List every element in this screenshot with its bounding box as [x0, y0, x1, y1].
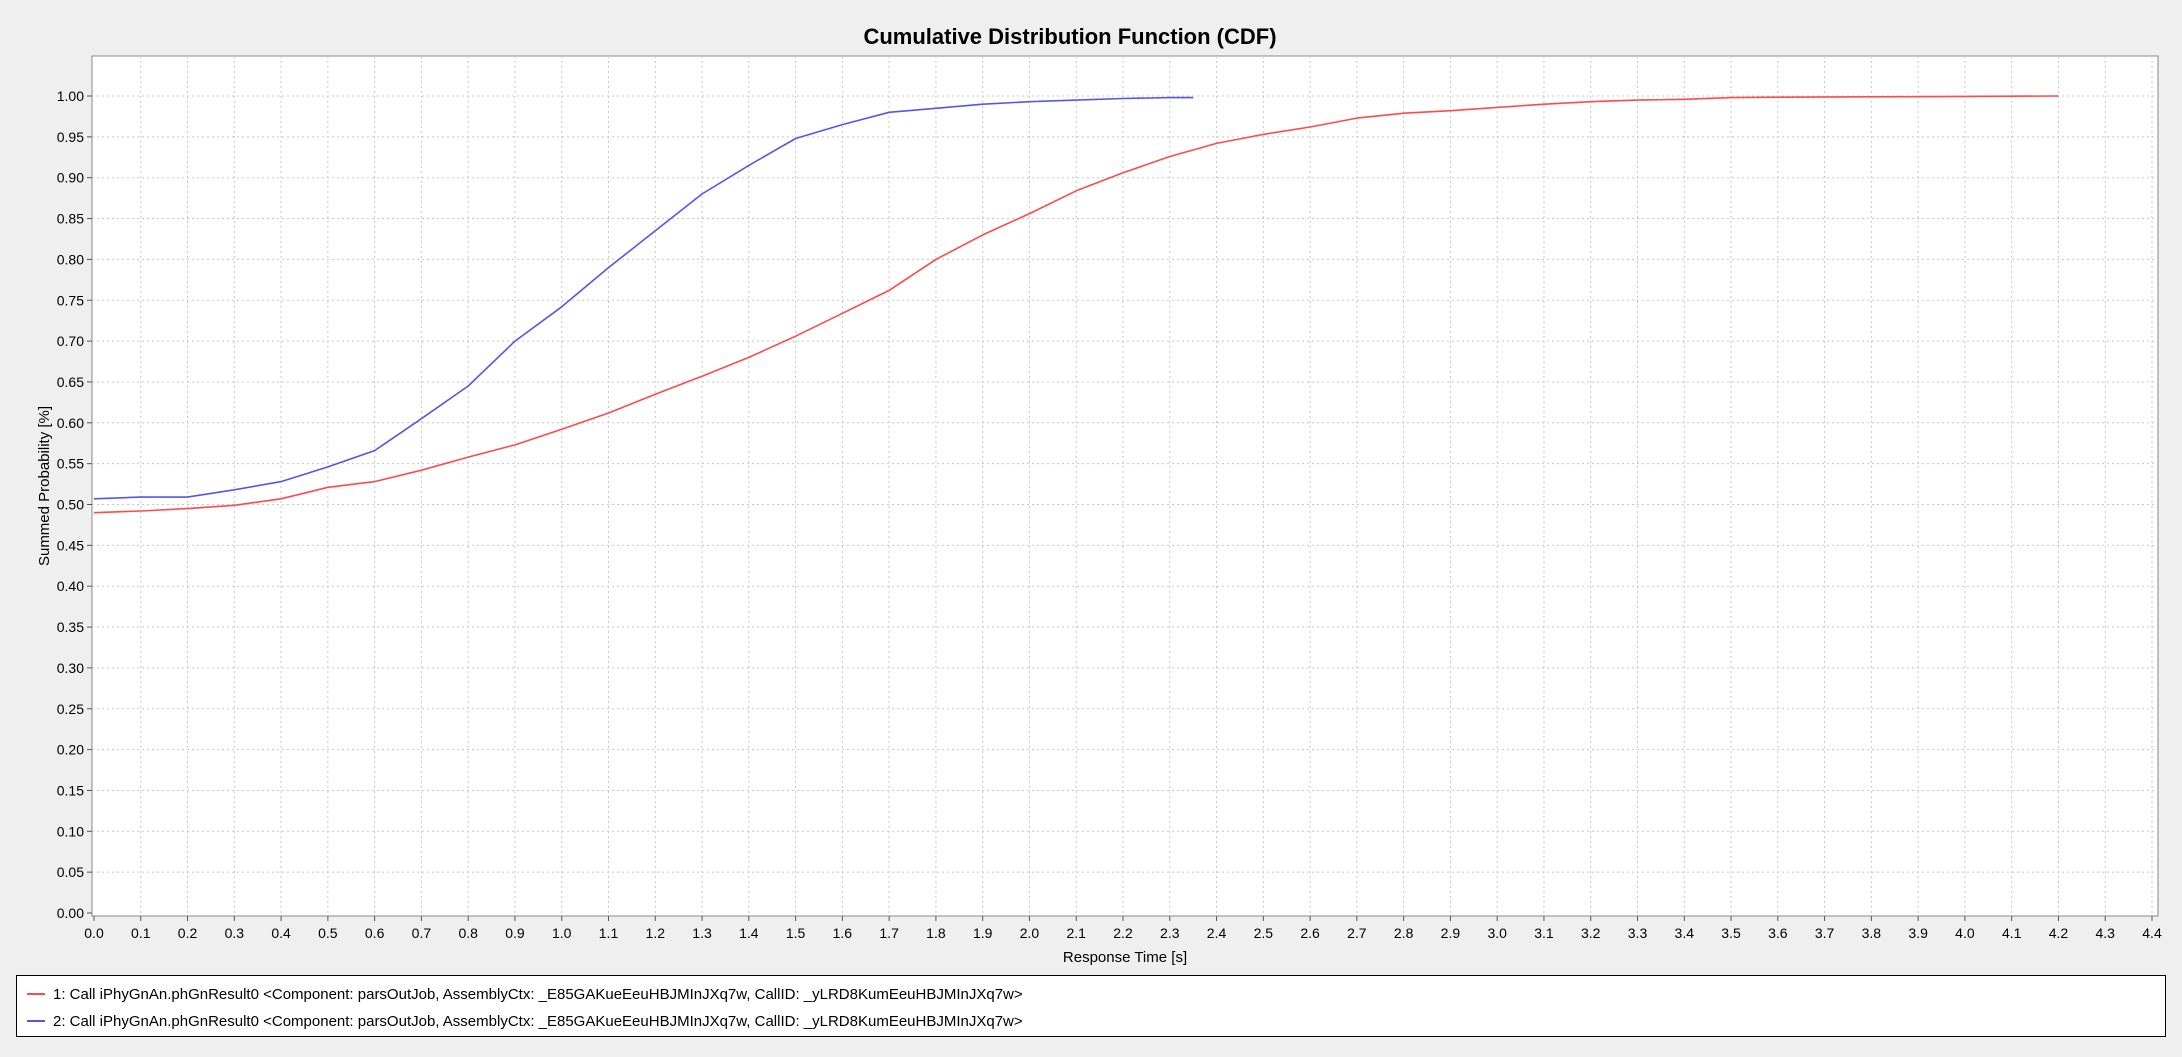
x-tick-label: 2.4 [1207, 925, 1227, 941]
x-tick-label: 0.3 [225, 925, 245, 941]
x-tick-label: 1.8 [926, 925, 946, 941]
x-tick-label: 3.3 [1628, 925, 1648, 941]
x-tick-label: 0.0 [84, 925, 104, 941]
legend-swatch-series-2 [27, 1020, 45, 1022]
y-tick-label: 0.65 [57, 374, 84, 390]
x-tick-label: 1.1 [599, 925, 619, 941]
legend-item-series-2: 2: Call iPhyGnAn.phGnResult0 <Component:… [27, 1010, 1023, 1032]
legend-label-series-1: 1: Call iPhyGnAn.phGnResult0 <Component:… [53, 985, 1023, 1003]
x-tick-label: 1.3 [692, 925, 712, 941]
series-line-2 [93, 96, 1194, 500]
legend-label-series-2: 2: Call iPhyGnAn.phGnResult0 <Component:… [53, 1012, 1023, 1030]
x-tick-label: 4.2 [2049, 925, 2069, 941]
y-tick-label: 0.25 [57, 701, 84, 717]
x-tick-label: 3.9 [1908, 925, 1928, 941]
x-tick-label: 1.0 [552, 925, 572, 941]
x-tick-labels: 0.0 0.1 0.2 0.3 0.4 0.5 0.6 0.7 0.8 0.9 1.0 1.1 1.2 1… [84, 925, 2162, 941]
x-tick-label: 0.7 [412, 925, 432, 941]
y-tick-label: 0.20 [57, 742, 84, 758]
y-tick-label: 0.05 [57, 864, 84, 880]
y-tick-label: 0.15 [57, 782, 84, 798]
x-tick-label: 3.7 [1815, 925, 1835, 941]
y-tick-label: 0.40 [57, 578, 84, 594]
legend-item-series-1: 1: Call iPhyGnAn.phGnResult0 <Component:… [27, 983, 1023, 1005]
legend: 1: Call iPhyGnAn.phGnResult0 <Component:… [16, 975, 2166, 1037]
y-tick-label: 0.60 [57, 415, 84, 431]
y-tick-label: 0.75 [57, 292, 84, 308]
x-tick-label: 2.0 [1020, 925, 1040, 941]
y-tick-labels: 0.00 0.05 0.10 0.15 0.20 0.25 0.30 0.35 0.40 0.45… [57, 88, 84, 921]
x-tick-label: 1.7 [879, 925, 899, 941]
x-tick-label: 0.9 [505, 925, 525, 941]
x-tick-label: 2.5 [1254, 925, 1274, 941]
y-tick-label: 0.30 [57, 660, 84, 676]
x-tick-label: 3.5 [1721, 925, 1741, 941]
x-tick-label: 1.4 [739, 925, 759, 941]
x-tick-label: 2.3 [1160, 925, 1180, 941]
y-tick-label: 0.45 [57, 537, 84, 553]
y-tick-label: 0.70 [57, 333, 84, 349]
x-tick-label: 2.8 [1394, 925, 1414, 941]
x-tick-label: 3.4 [1675, 925, 1695, 941]
x-tick-label: 0.6 [365, 925, 385, 941]
x-tick-label: 0.8 [458, 925, 478, 941]
x-tick-label: 3.1 [1534, 925, 1554, 941]
y-tick-label: 0.80 [57, 251, 84, 267]
x-tick-label: 4.3 [2095, 925, 2115, 941]
y-tick-label: 0.10 [57, 823, 84, 839]
x-tick-label: 0.2 [178, 925, 198, 941]
y-axis-label: Summed Probability [%] [36, 406, 53, 566]
axes [87, 95, 2153, 921]
x-tick-label: 2.9 [1441, 925, 1461, 941]
y-tick-label: 0.95 [57, 129, 84, 145]
x-axis-label: Response Time [s] [1063, 949, 1187, 966]
x-tick-label: 0.4 [271, 925, 291, 941]
x-tick-label: 0.5 [318, 925, 338, 941]
series-line-1 [93, 95, 2059, 514]
series-lines [93, 95, 2059, 514]
x-tick-label: 2.6 [1300, 925, 1320, 941]
x-tick-label: 2.1 [1066, 925, 1086, 941]
x-tick-label: 1.6 [833, 925, 853, 941]
x-tick-label: 1.2 [646, 925, 666, 941]
chart-title: Cumulative Distribution Function (CDF) [863, 24, 1276, 49]
x-tick-label: 3.2 [1581, 925, 1601, 941]
x-tick-label: 1.9 [973, 925, 993, 941]
y-tick-label: 0.35 [57, 619, 84, 635]
grid-lines [92, 56, 2158, 916]
x-tick-label: 2.2 [1113, 925, 1133, 941]
x-tick-label: 4.0 [1955, 925, 1975, 941]
x-tick-label: 3.0 [1487, 925, 1507, 941]
x-tick-label: 4.4 [2142, 925, 2162, 941]
y-tick-label: 0.85 [57, 211, 84, 227]
x-tick-label: 1.5 [786, 925, 806, 941]
x-tick-label: 3.8 [1862, 925, 1882, 941]
x-tick-label: 2.7 [1347, 925, 1367, 941]
legend-swatch-series-1 [27, 993, 45, 995]
plot-area [91, 55, 2159, 917]
y-tick-label: 1.00 [57, 88, 84, 104]
y-tick-label: 0.50 [57, 497, 84, 513]
x-tick-label: 3.6 [1768, 925, 1788, 941]
y-tick-label: 0.90 [57, 170, 84, 186]
y-tick-label: 0.55 [57, 456, 84, 472]
y-tick-label: 0.00 [57, 905, 84, 921]
x-tick-label: 0.1 [131, 925, 151, 941]
x-tick-label: 4.1 [2002, 925, 2022, 941]
